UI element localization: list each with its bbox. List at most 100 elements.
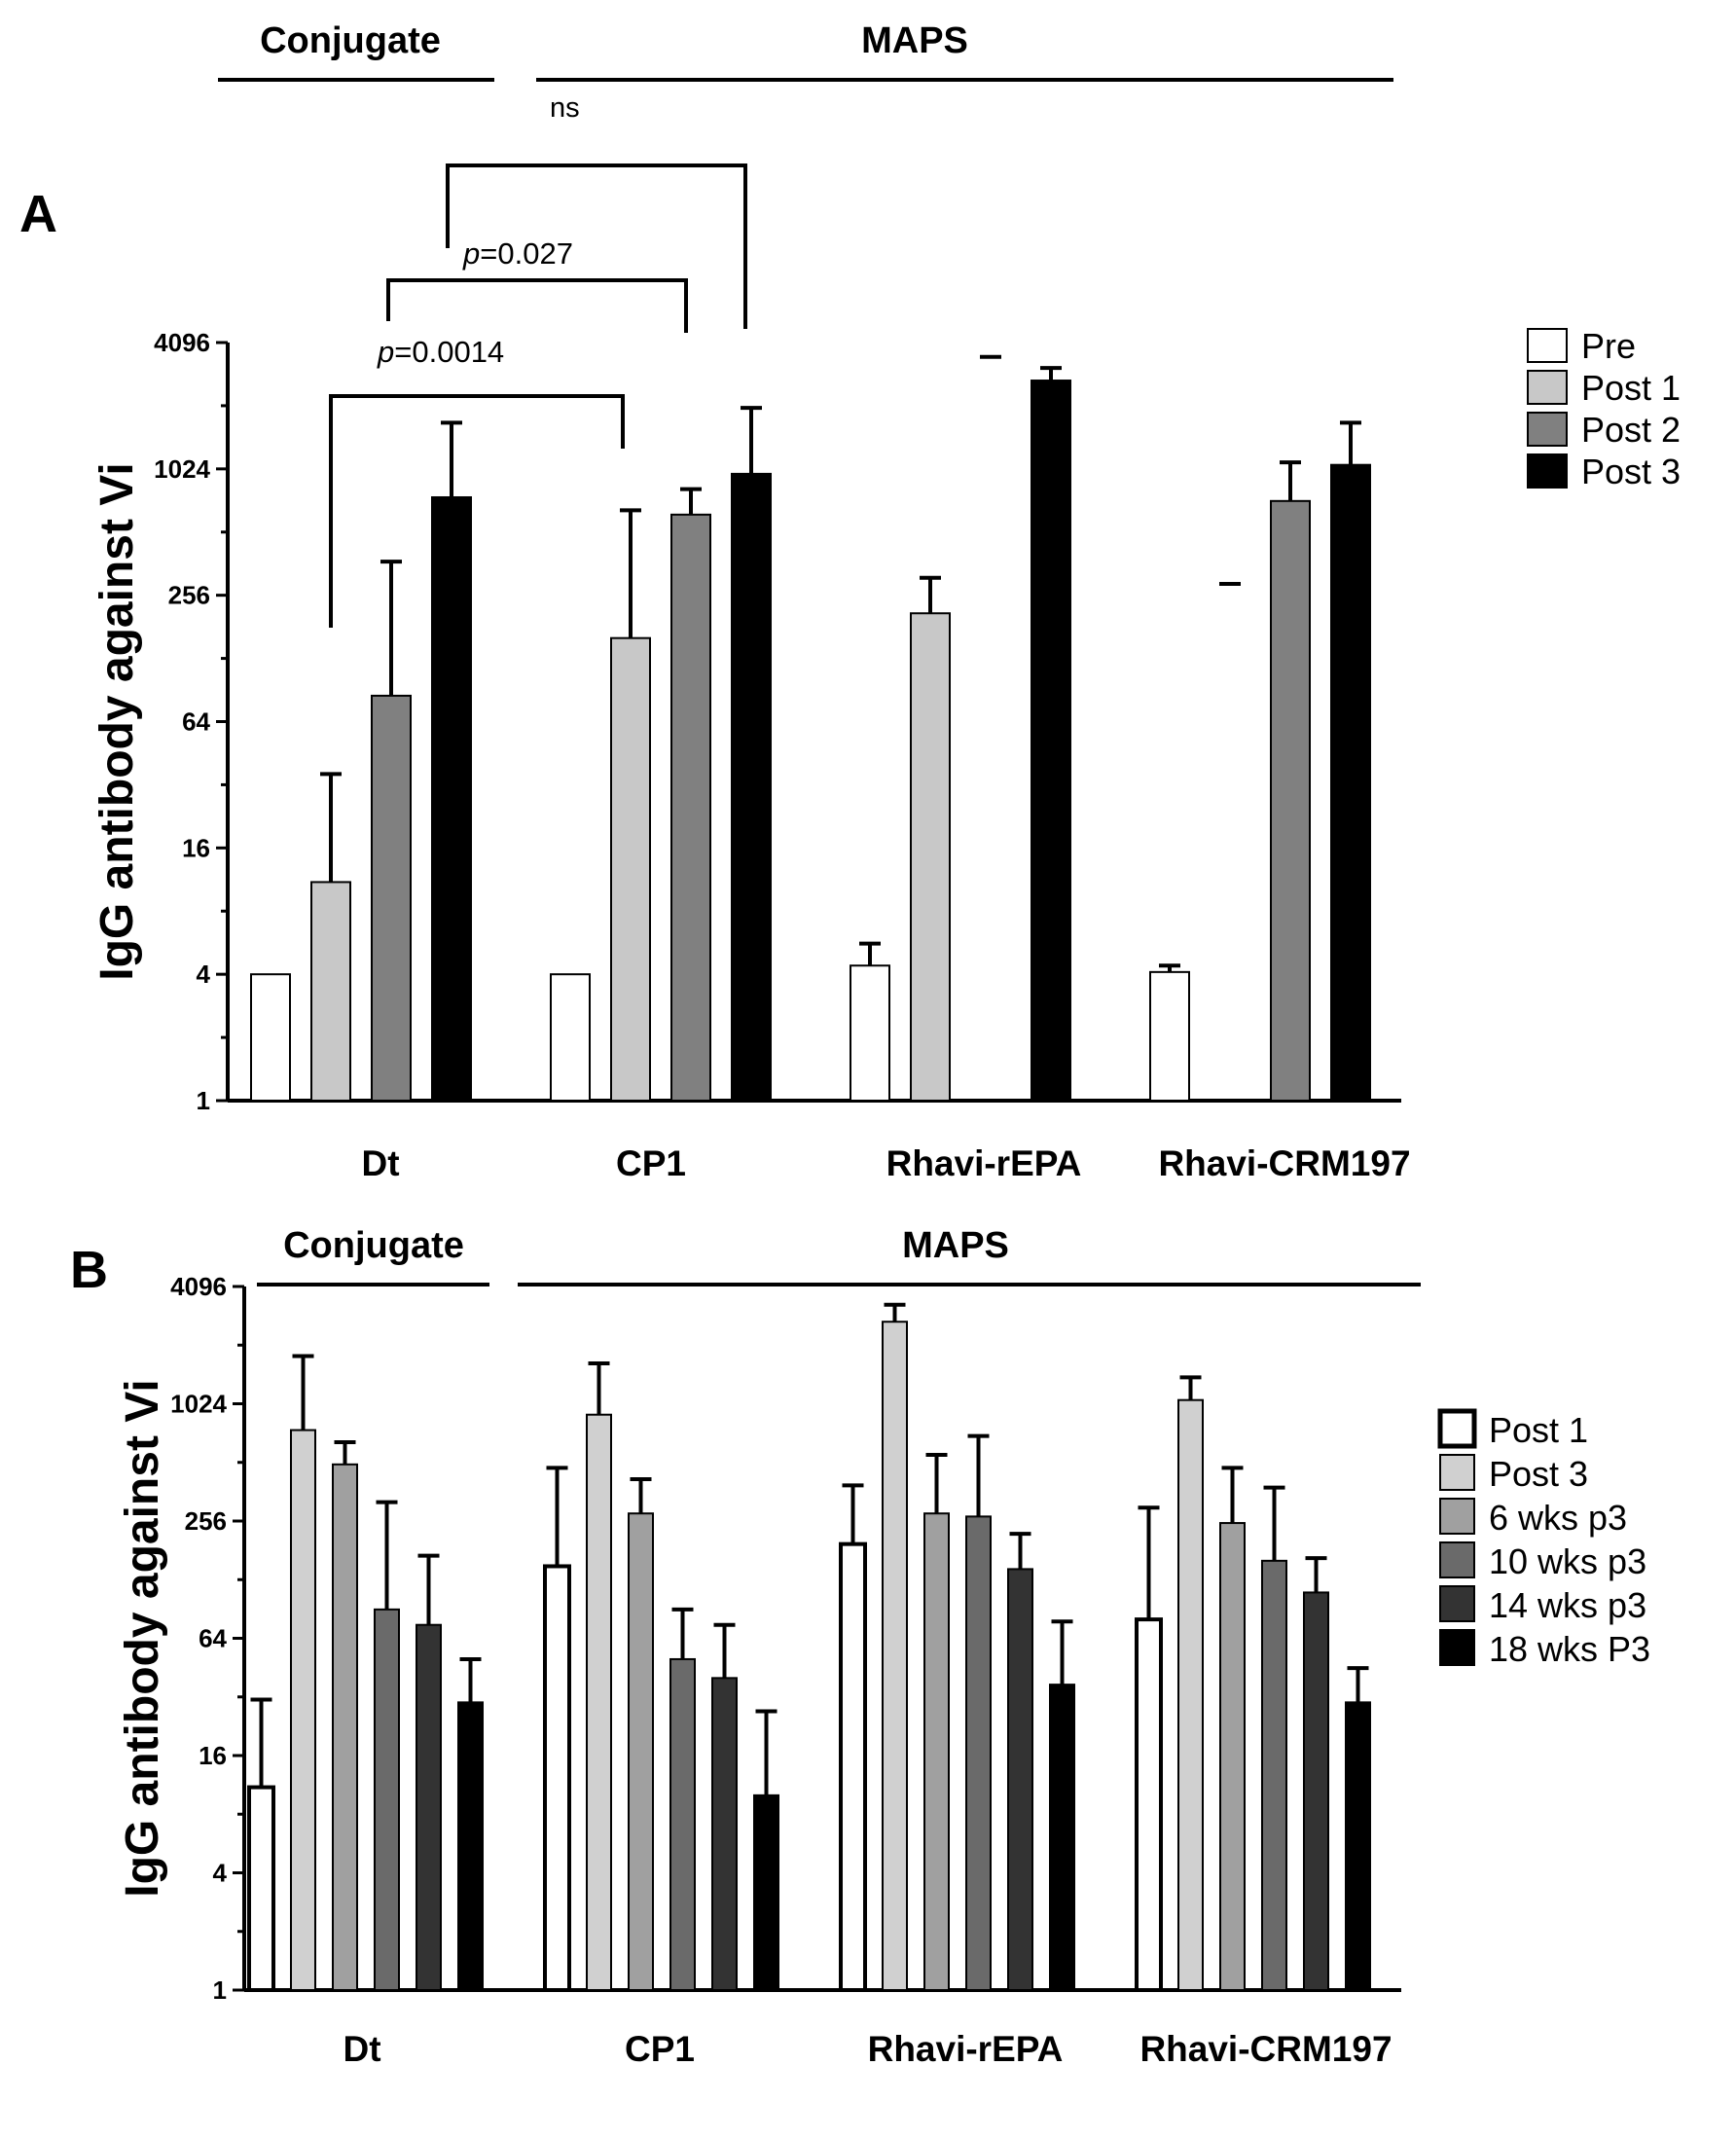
panel-a-bar-rhavi-repa-post-1 (910, 612, 951, 1103)
panel-a-category-label-rhavi-crm197: Rhavi-CRM197 (1158, 1143, 1410, 1183)
panel-b-bar-dt-18-wks-p3 (457, 1701, 484, 1992)
panel-a-p0014-italic: p (377, 335, 394, 369)
panel-a-bar-dt-pre (250, 973, 291, 1103)
panel-b-category-label-rhavi-repa: Rhavi-rEPA (868, 2029, 1064, 2069)
panel-a-y-axis-label: IgG antibody against Vi (91, 462, 143, 981)
panel-b-category-label-cp1: CP1 (625, 2029, 695, 2069)
panel-a-bar-cp1-pre (550, 973, 591, 1103)
panel-a-legend-label-pre: Pre (1581, 326, 1636, 366)
panel-a-bar-cp1-post-3 (731, 472, 772, 1102)
panel-b-group-maps-label: MAPS (902, 1225, 1009, 1266)
panel-a-y-tick-label: 64 (182, 707, 210, 737)
panel-b-group-conjugate-label: Conjugate (283, 1225, 464, 1266)
panel-b-legend-swatch-post-1 (1437, 1408, 1477, 1449)
panel-a-category-label-rhavi-repa: Rhavi-rEPA (886, 1143, 1082, 1183)
panel-a-bar-cp1-post-1 (610, 636, 651, 1102)
panel-b-bar-cp1-post-1 (543, 1564, 571, 1992)
panel-a-letter: A (19, 185, 57, 243)
panel-b-bar-rhavi-repa-post-1 (839, 1541, 867, 1992)
panel-a-y-tick-label: 1 (197, 1086, 210, 1115)
panel-b-bar-rhavi-crm197-10-wks-p3 (1261, 1559, 1287, 1992)
panel-b-bar-dt-10-wks-p3 (374, 1608, 400, 1991)
panel-b-y-axis-label: IgG antibody against Vi (117, 1379, 168, 1898)
panel-b-bar-rhavi-crm197-14-wks-p3 (1303, 1591, 1329, 1992)
panel-a-p0014-label: p=0.0014 (377, 335, 504, 369)
panel-b-bar-rhavi-repa-14-wks-p3 (1007, 1568, 1033, 1992)
panel-a-p0014-value: =0.0014 (394, 335, 504, 369)
panel-a-bar-rhavi-repa-pre (850, 964, 890, 1103)
panel-b-bar-cp1-14-wks-p3 (711, 1677, 738, 1992)
panel-b-legend-label-post-3: Post 3 (1489, 1454, 1588, 1494)
panel-b-legend-swatch-10-wks-p3 (1439, 1541, 1475, 1578)
panel-a-legend-swatch-pre (1527, 328, 1568, 363)
panel-b-bar-dt-14-wks-p3 (416, 1623, 442, 1991)
panel-a-bar-dt-post-1 (310, 881, 351, 1102)
panel-b-header: B Conjugate MAPS (70, 1225, 1421, 1299)
panel-a-legend-label-post-3: Post 3 (1581, 452, 1681, 491)
panel-b-y-tick-label: 4096 (170, 1272, 227, 1301)
panel-b-bar-rhavi-repa-post-3 (882, 1321, 908, 1991)
panel-b-legend-swatch-post-3 (1439, 1454, 1475, 1491)
panel-b-category-label-rhavi-crm197: Rhavi-CRM197 (1139, 2029, 1392, 2069)
panel-a-legend-label-post-1: Post 1 (1581, 368, 1681, 408)
panel-a-bar-rhavi-crm197-post-3 (1330, 463, 1371, 1102)
panel-a-bar-rhavi-crm197-pre (1149, 970, 1190, 1102)
panel-b-bar-rhavi-repa-6-wks-p3 (923, 1512, 950, 1991)
panel-b-bar-rhavi-crm197-6-wks-p3 (1219, 1522, 1246, 1992)
panel-b-legend-label-14-wks-p3: 14 wks p3 (1489, 1585, 1646, 1625)
panel-b-legend-label-18-wks-p3: 18 wks P3 (1489, 1629, 1650, 1669)
panel-b-legend-swatch-14-wks-p3 (1439, 1585, 1475, 1622)
panel-a-p027-italic: p (462, 236, 480, 271)
panel-a-bar-dt-post-2 (371, 694, 412, 1102)
panel-b-bar-cp1-6-wks-p3 (628, 1512, 654, 1991)
panel-a-y-tick-label: 16 (182, 833, 210, 862)
panel-b-y-tick-label: 64 (199, 1624, 227, 1653)
panel-a-ns-label: ns (550, 92, 580, 124)
panel-a-bar-rhavi-repa-post-3 (1031, 380, 1071, 1102)
panel-b-y-tick-label: 16 (199, 1741, 227, 1770)
panel-a-header: Conjugate MAPS ns A p=0.027 p=0.0014 (19, 20, 1393, 628)
panel-a-plot: 1 4 16 64 256 1024 4096 IgG antibody against Vi… (91, 326, 1681, 1183)
panel-a-y-tick-label: 4096 (154, 328, 210, 357)
panel-b-bar-dt-6-wks-p3 (332, 1463, 358, 1991)
panel-a-legend-swatch-post-1 (1527, 370, 1568, 405)
panel-a-bar-cp1-post-2 (670, 513, 711, 1102)
panel-b-letter: B (70, 1241, 108, 1299)
panel-b-bar-rhavi-repa-18-wks-p3 (1049, 1684, 1075, 1992)
panel-b-bar-dt-post-3 (290, 1429, 316, 1991)
panel-b-legend-label-10-wks-p3: 10 wks p3 (1489, 1541, 1646, 1581)
panel-a-p027-label: p=0.027 (462, 236, 573, 271)
panel-a-category-label-dt: Dt (361, 1143, 399, 1183)
panel-a-p027-value: =0.027 (480, 236, 573, 271)
panel-b-category-label-dt: Dt (343, 2029, 380, 2069)
panel-a-bar-rhavi-crm197-post-2 (1270, 499, 1311, 1102)
panel-a-legend-label-post-2: Post 2 (1581, 410, 1681, 450)
panel-b-bar-rhavi-crm197-18-wks-p3 (1345, 1701, 1371, 1992)
panel-b-bar-dt-post-1 (247, 1785, 275, 1992)
panel-b-plot: 1 4 16 64 256 1024 4096 IgG antibody against Vi… (117, 1272, 1650, 2069)
panel-a-y-tick-label: 4 (197, 960, 211, 989)
panel-a-legend-swatch-post-2 (1527, 412, 1568, 447)
panel-a-group-conjugate-label: Conjugate (260, 20, 441, 61)
panel-a-bracket-ns (446, 163, 747, 329)
panel-b-legend-label-post-1: Post 1 (1489, 1410, 1588, 1450)
panel-a-y-tick-label: 256 (168, 581, 210, 610)
panel-a-bracket-p027 (386, 278, 688, 333)
panel-b-y-tick-label: 1 (213, 1975, 227, 2005)
panel-b-y-tick-label: 4 (213, 1859, 228, 1888)
panel-b-legend-label-6-wks-p3: 6 wks p3 (1489, 1498, 1627, 1538)
panel-b-bar-rhavi-crm197-post-3 (1177, 1398, 1204, 1991)
panel-b-bar-rhavi-crm197-post-1 (1135, 1617, 1163, 1993)
panel-a-bracket-p0014 (329, 394, 625, 628)
panel-a-bar-dt-post-3 (431, 495, 472, 1102)
panel-a-category-label-cp1: CP1 (616, 1143, 686, 1183)
panel-b-bar-cp1-18-wks-p3 (753, 1794, 779, 1992)
panel-b-y-tick-label: 1024 (170, 1390, 227, 1419)
panel-b-legend-swatch-6-wks-p3 (1439, 1498, 1475, 1535)
panel-a-y-tick-label: 1024 (154, 454, 210, 484)
panel-a-group-maps-label: MAPS (861, 20, 968, 61)
panel-b-bar-cp1-10-wks-p3 (669, 1657, 696, 1991)
panel-b-bar-rhavi-repa-10-wks-p3 (965, 1515, 992, 1991)
panel-b-legend-swatch-18-wks-p3 (1439, 1629, 1475, 1666)
